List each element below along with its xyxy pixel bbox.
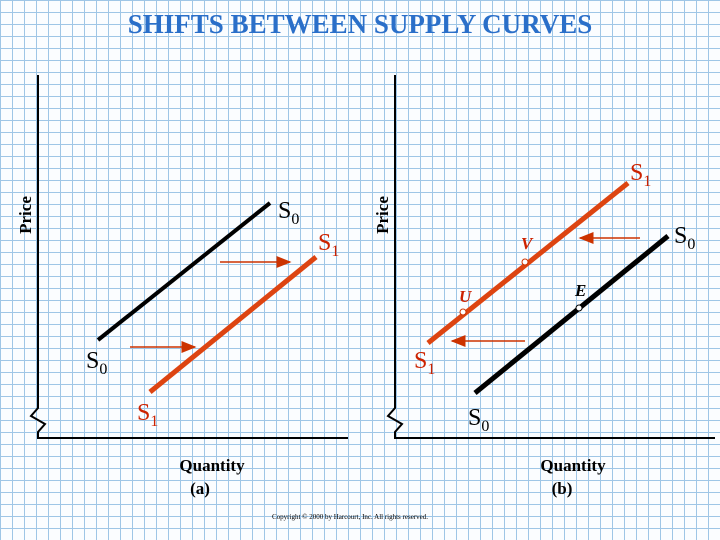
letter: S: [414, 348, 427, 374]
point-label: E: [574, 281, 586, 300]
letter: S: [137, 400, 150, 426]
supply-curve: [473, 234, 670, 395]
point-label: U: [459, 287, 472, 306]
caption: (a): [190, 479, 210, 498]
point: [521, 258, 529, 266]
curve-label: S1: [414, 348, 435, 378]
curve-label: S1: [137, 400, 158, 430]
curve-label: S0: [468, 405, 489, 435]
letter: S: [630, 160, 643, 186]
copyright: Copyright © 2000 by Harcourt, Inc. All r…: [272, 513, 428, 521]
title: SHIFTS BETWEEN SUPPLY CURVES: [128, 9, 592, 39]
x-label: Quantity: [179, 456, 245, 475]
caption: (b): [552, 479, 573, 498]
axes: [386, 75, 715, 439]
subscript: 1: [150, 413, 158, 430]
curve-label: S1: [630, 160, 651, 190]
letter: S: [278, 198, 291, 224]
curve-label: S0: [86, 348, 107, 378]
supply-curve: [148, 255, 318, 394]
point: [459, 308, 467, 316]
subscript: 1: [643, 173, 651, 190]
supply-curve: [96, 201, 272, 342]
subscript: 0: [687, 236, 695, 253]
point: [575, 304, 583, 312]
subscript: 1: [331, 243, 339, 260]
curve-label: S1: [318, 230, 339, 260]
curve-label: S0: [278, 198, 299, 228]
x-label: Quantity: [540, 456, 606, 475]
curve-label: S0: [674, 223, 695, 253]
letter: S: [674, 223, 687, 249]
subscript: 1: [427, 361, 435, 378]
y-label: Price: [16, 196, 35, 234]
letter: S: [86, 348, 99, 374]
subscript: 0: [99, 361, 107, 378]
y-label: Price: [373, 196, 392, 234]
subscript: 0: [481, 418, 489, 435]
axes: [29, 75, 348, 439]
point-label: V: [521, 234, 534, 253]
subscript: 0: [291, 211, 299, 228]
letter: S: [318, 230, 331, 256]
letter: S: [468, 405, 481, 431]
